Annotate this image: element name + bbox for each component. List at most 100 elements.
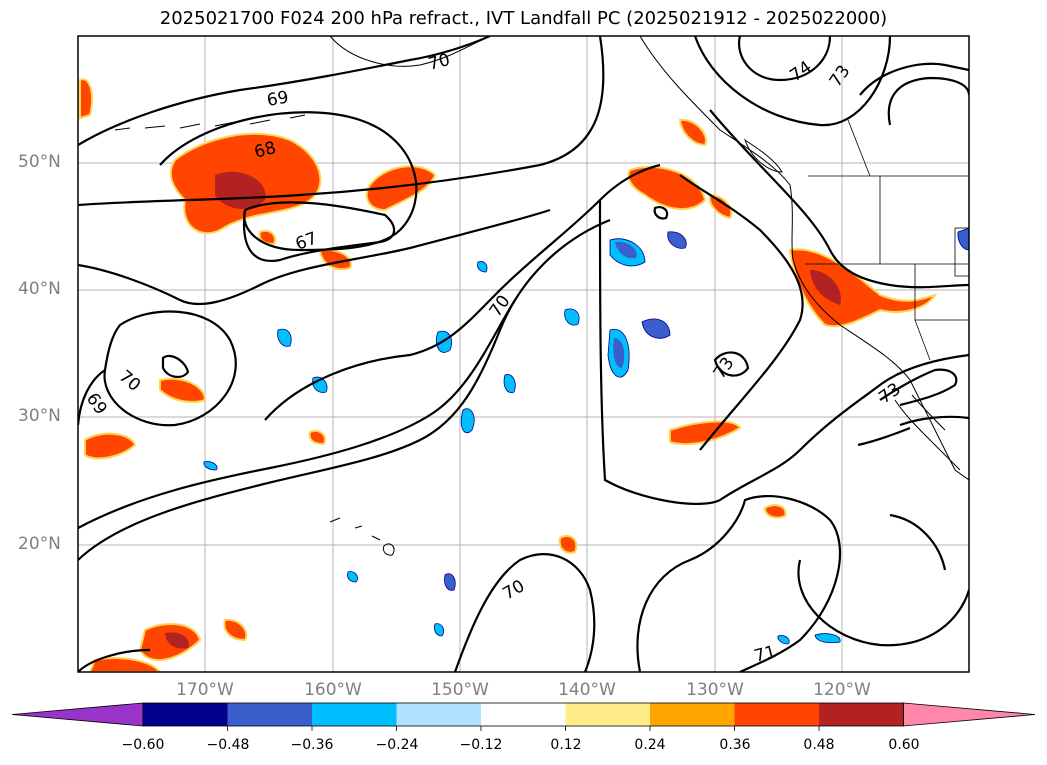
colorbar-tick-label: −0.36 (290, 737, 334, 753)
longitude-label: 130°W (686, 680, 744, 700)
colorbar-tick-label: −0.24 (375, 737, 419, 753)
colorbar-extend-min (11, 702, 144, 727)
contour-label: 74 (786, 57, 815, 86)
shade-region (810, 270, 841, 305)
colorbar-segment (650, 703, 735, 726)
shade-region (365, 165, 437, 212)
refractivity-contours (78, 36, 969, 672)
contour-label: 73 (826, 62, 855, 91)
colorbar-segment (143, 703, 228, 726)
contour-line (264, 163, 661, 421)
colorbar-border (142, 702, 904, 727)
contour-line (859, 62, 969, 96)
contour-line (242, 201, 396, 262)
shade-region (223, 618, 248, 642)
contour-line (899, 415, 969, 427)
contour-label: 73 (875, 379, 904, 408)
colorbar-segment (481, 703, 566, 726)
contour-line (636, 495, 842, 672)
shade-region (277, 328, 292, 347)
colorbar-tick-label: 0.24 (634, 737, 666, 753)
shade-region (477, 261, 488, 273)
gulf-of-california (911, 394, 946, 431)
contour-line (161, 354, 190, 378)
contour-line (78, 36, 605, 207)
shade-region (203, 461, 218, 471)
contour-line (598, 199, 969, 506)
map-plot-area: 70 69 68 67 74 73 70 73 70 69 73 70 71 (78, 36, 969, 672)
negative-shading (203, 227, 969, 645)
coastline-alaska-south (329, 36, 491, 67)
longitude-label: 120°W (813, 680, 871, 700)
colorbar-tick-label: −0.12 (459, 737, 503, 753)
colorbar-segment (396, 703, 482, 726)
coastline-na-west (639, 36, 969, 481)
colorbar-segment (819, 703, 904, 726)
shade-region (708, 193, 733, 220)
contour-line (709, 109, 969, 289)
shade-region (613, 338, 625, 368)
colorbar-tick-label: 0.48 (803, 737, 835, 753)
latitude-label: 30°N (18, 406, 61, 426)
shade-region (564, 308, 580, 326)
shade-region (788, 248, 938, 328)
shade-region (669, 420, 742, 446)
shade-region (258, 230, 276, 246)
longitude-label: 170°W (176, 680, 234, 700)
shade-region (615, 241, 637, 259)
contour-label: 70 (486, 292, 515, 321)
latitude-label: 40°N (18, 279, 61, 299)
shade-region (460, 408, 475, 434)
shade-region (763, 504, 787, 519)
contour-line (78, 218, 611, 561)
shade-region (641, 318, 671, 339)
contour-label: 70 (500, 576, 529, 604)
contour-line (78, 208, 551, 306)
latitude-label: 20°N (18, 534, 61, 554)
contour-line (797, 559, 969, 647)
shade-region (308, 430, 326, 446)
colorbar-extend-max (903, 702, 1036, 727)
state-boundaries (805, 119, 969, 361)
shade-region (318, 248, 352, 270)
shade-region (814, 633, 841, 644)
contour-line (453, 553, 596, 672)
contour-line (737, 36, 832, 82)
shade-region (627, 165, 707, 211)
contour-label: 73 (710, 354, 739, 383)
shade-region (215, 171, 266, 210)
colorbar-tick-label: 0.60 (888, 737, 920, 753)
shade-region (678, 118, 707, 147)
shade-region (79, 78, 93, 120)
contour-line (879, 368, 958, 407)
shade-region (444, 573, 456, 591)
map-frame (77, 35, 970, 673)
contour-line (713, 351, 750, 377)
contour-line (889, 513, 947, 571)
hawaii-islands (329, 517, 395, 556)
contour-line (857, 426, 911, 447)
colorbar-tick-label: 0.12 (550, 737, 582, 753)
colorbar (11, 702, 1036, 731)
shade-region (777, 635, 790, 645)
contour-line (78, 648, 151, 672)
contour-label: 71 (752, 642, 778, 667)
longitude-label: 160°W (304, 680, 362, 700)
shade-region (165, 632, 189, 649)
colorbar-segment (312, 703, 397, 726)
shade-region (347, 571, 358, 583)
colorbar-segment (227, 703, 313, 726)
contour-line (103, 310, 237, 427)
shade-region (558, 534, 578, 554)
colorbar-tick-label: −0.60 (121, 737, 165, 753)
shade-region (84, 432, 137, 460)
baja-coast (894, 399, 961, 471)
contour-label: 69 (265, 87, 290, 110)
vancouver-island (744, 138, 783, 173)
colorbar-tick-label: 0.36 (719, 737, 751, 753)
contour-line (78, 299, 516, 529)
longitude-label: 150°W (431, 680, 489, 700)
shade-region (88, 657, 162, 672)
colorbar-tick-label: −0.48 (206, 737, 250, 753)
contour-line (78, 36, 491, 146)
